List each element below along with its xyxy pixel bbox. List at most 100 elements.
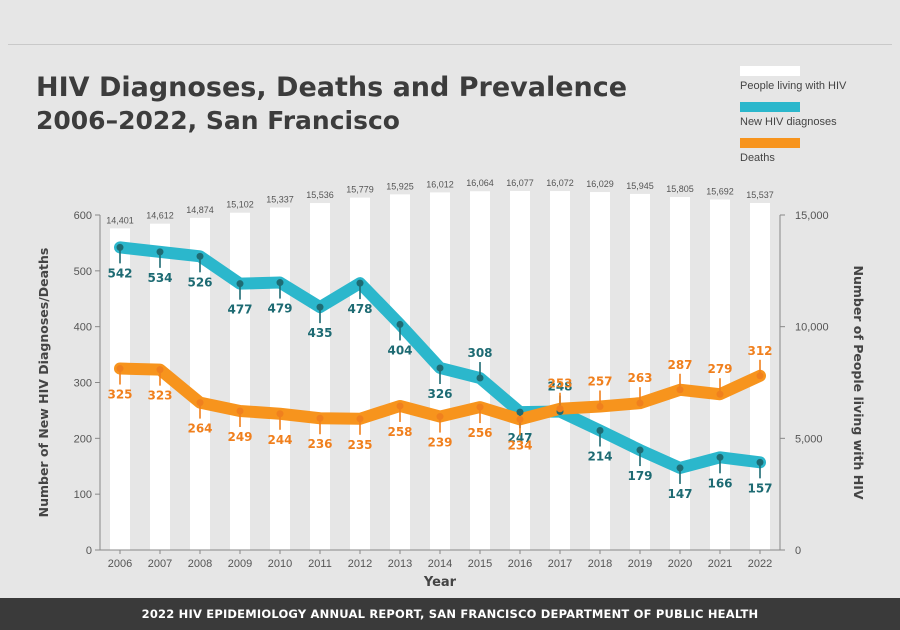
deaths-point bbox=[596, 403, 604, 411]
deaths-label: 253 bbox=[547, 377, 572, 391]
legend: People living with HIV New HIV diagnoses… bbox=[740, 66, 900, 174]
plwh-bar bbox=[150, 223, 170, 550]
y-tick-label-right: 10,000 bbox=[795, 322, 829, 334]
x-tick-label: 2022 bbox=[748, 558, 772, 570]
deaths-point bbox=[636, 399, 644, 407]
x-tick-label: 2008 bbox=[188, 558, 212, 570]
diagnoses-point bbox=[116, 243, 124, 251]
plwh-bar bbox=[390, 194, 410, 550]
diagnoses-point bbox=[636, 446, 644, 454]
y-tick-label-left: 400 bbox=[74, 322, 92, 334]
plwh-bar bbox=[110, 228, 130, 550]
diagnoses-point bbox=[356, 279, 364, 287]
deaths-label: 264 bbox=[187, 422, 212, 436]
deaths-point bbox=[396, 402, 404, 410]
plwh-bar bbox=[310, 203, 330, 550]
legend-swatch-deaths bbox=[740, 138, 800, 148]
x-tick-label: 2014 bbox=[428, 558, 452, 570]
x-tick-label: 2015 bbox=[468, 558, 492, 570]
diagnoses-point bbox=[236, 280, 244, 288]
legend-swatch-diagnoses bbox=[740, 102, 800, 112]
deaths-point bbox=[556, 405, 564, 413]
deaths-label: 256 bbox=[467, 426, 492, 440]
chart-title: HIV Diagnoses, Deaths and Prevalence bbox=[36, 72, 628, 103]
x-tick-label: 2013 bbox=[388, 558, 412, 570]
diagnoses-label: 214 bbox=[587, 450, 612, 464]
diagnoses-label: 179 bbox=[627, 469, 652, 483]
deaths-point bbox=[476, 403, 484, 411]
deaths-label: 244 bbox=[267, 433, 292, 447]
diagnoses-label: 542 bbox=[107, 266, 132, 280]
plwh-bar-label: 14,401 bbox=[106, 215, 134, 225]
deaths-label: 235 bbox=[347, 438, 372, 452]
plwh-bar-label: 16,064 bbox=[466, 178, 494, 188]
deaths-point bbox=[756, 372, 764, 380]
plwh-bar bbox=[550, 191, 570, 551]
plwh-bar-label: 15,925 bbox=[386, 181, 414, 191]
deaths-label: 239 bbox=[427, 436, 452, 450]
y-axis-title-left: Number of New HIV Diagnoses/Deaths bbox=[36, 248, 51, 518]
plwh-bar bbox=[270, 207, 290, 550]
y-tick-label-right: 5,000 bbox=[795, 433, 823, 445]
legend-label-deaths: Deaths bbox=[740, 152, 775, 164]
diagnoses-point bbox=[676, 464, 684, 472]
y-tick-label-left: 0 bbox=[86, 545, 92, 557]
legend-swatch-plwh bbox=[740, 66, 800, 76]
x-tick-label: 2009 bbox=[228, 558, 252, 570]
diagnoses-point bbox=[436, 364, 444, 372]
diagnoses-label: 248 bbox=[547, 380, 572, 394]
diagnoses-label: 478 bbox=[347, 302, 372, 316]
plwh-bar bbox=[190, 217, 210, 550]
deaths-point bbox=[716, 390, 724, 398]
deaths-point bbox=[356, 415, 364, 423]
deaths-label: 312 bbox=[747, 344, 772, 358]
y-tick-label-left: 600 bbox=[74, 210, 92, 222]
deaths-point bbox=[156, 366, 164, 374]
footer-banner: 2022 HIV EPIDEMIOLOGY ANNUAL REPORT, SAN… bbox=[0, 598, 900, 630]
diagnoses-label: 534 bbox=[147, 271, 172, 285]
plwh-bar-label: 16,029 bbox=[586, 179, 614, 189]
y-axis-title-right: Number of People living with HIV bbox=[851, 265, 866, 499]
y-tick-label-left: 200 bbox=[74, 433, 92, 445]
diagnoses-label: 526 bbox=[187, 275, 212, 289]
deaths-point bbox=[516, 415, 524, 423]
plwh-bar bbox=[350, 197, 370, 550]
deaths-point bbox=[276, 410, 284, 418]
chart-subtitle: 2006–2022, San Francisco bbox=[36, 106, 400, 135]
deaths-point bbox=[676, 386, 684, 394]
deaths-label: 325 bbox=[107, 388, 132, 402]
deaths-label: 279 bbox=[707, 362, 732, 376]
y-tick-label-left: 100 bbox=[74, 489, 92, 501]
chart-plot: 14,401 14,612 14,874 15,102 15,337 15,536 15,7… bbox=[36, 178, 866, 590]
legend-label-diagnoses: New HIV diagnoses bbox=[740, 116, 837, 128]
y-tick-label-right: 15,000 bbox=[795, 210, 829, 222]
legend-item-deaths: Deaths bbox=[740, 138, 900, 174]
deaths-label: 258 bbox=[387, 425, 412, 439]
plwh-bar-label: 15,692 bbox=[706, 187, 734, 197]
plwh-bar-label: 16,012 bbox=[426, 179, 454, 189]
x-tick-label: 2006 bbox=[108, 558, 132, 570]
x-tick-label: 2010 bbox=[268, 558, 292, 570]
deaths-label: 234 bbox=[507, 438, 532, 452]
deaths-label: 257 bbox=[587, 375, 612, 389]
diagnoses-label: 247 bbox=[507, 431, 532, 445]
x-tick-label: 2021 bbox=[708, 558, 732, 570]
deaths-point bbox=[116, 365, 124, 373]
y-tick-label-right: 0 bbox=[795, 545, 801, 557]
diagnoses-label: 435 bbox=[307, 326, 332, 340]
deaths-point bbox=[316, 414, 324, 422]
plwh-bar-label: 15,779 bbox=[346, 185, 374, 195]
deaths-point bbox=[236, 407, 244, 415]
x-tick-label: 2019 bbox=[628, 558, 652, 570]
plwh-bar bbox=[510, 190, 530, 550]
diagnoses-point bbox=[316, 303, 324, 311]
deaths-label: 249 bbox=[227, 430, 252, 444]
plwh-bar-label: 16,072 bbox=[546, 178, 574, 188]
x-tick-label: 2016 bbox=[508, 558, 532, 570]
plwh-bar-label: 14,874 bbox=[186, 205, 214, 215]
x-tick-label: 2018 bbox=[588, 558, 612, 570]
diagnoses-point bbox=[476, 374, 484, 382]
diagnoses-point bbox=[276, 279, 284, 287]
x-axis-title: Year bbox=[423, 575, 457, 590]
y-tick-label-left: 300 bbox=[74, 378, 92, 390]
